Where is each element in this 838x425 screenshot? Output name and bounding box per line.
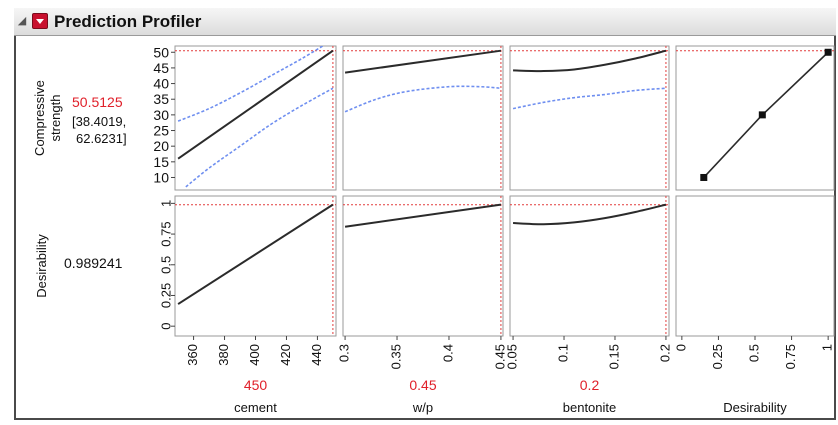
factor-label-c0: cement — [234, 400, 277, 415]
x-tick-label-c3-0: 0 — [673, 344, 688, 351]
confidence-band-c2-1 — [512, 87, 666, 110]
y-tick-label-r0-8: 50 — [153, 44, 169, 60]
x-tick-label-c2-3: 0.2 — [657, 344, 672, 362]
x-tick-label-c1-1: 0.35 — [388, 344, 403, 369]
desirability-curve-c1 — [344, 203, 502, 228]
response-interval-low: [38.4019, — [72, 114, 126, 129]
x-tick-label-c0-4: 440 — [309, 344, 324, 366]
y-tick-label-r0-3: 25 — [153, 123, 169, 139]
response-label-compressive: Compressive — [32, 80, 47, 156]
plot-cell-r0-c2[interactable] — [509, 45, 670, 191]
desirability-handle-2[interactable] — [824, 48, 832, 56]
factor-current-value-c2[interactable]: 0.2 — [580, 377, 600, 393]
confidence-band-c1-1 — [344, 85, 501, 113]
y-tick-label-r1-4: 1 — [158, 200, 173, 207]
x-tick-label-c0-0: 360 — [185, 344, 200, 366]
y-tick-label-r1-0: 0 — [158, 323, 173, 330]
x-tick-label-c0-2: 400 — [247, 344, 262, 366]
desirability-handle-1[interactable] — [758, 111, 766, 119]
desirability-handle-0[interactable] — [700, 173, 708, 181]
prediction-curve-c1 — [344, 49, 502, 74]
factor-current-value-c1[interactable]: 0.45 — [409, 377, 436, 393]
desirability-curve-c0 — [177, 203, 334, 305]
plot-cell-r1-c1[interactable] — [342, 195, 504, 337]
desirability-curve-c2 — [513, 203, 667, 226]
x-tick-label-c1-2: 0.4 — [440, 344, 455, 362]
x-tick-label-c3-2: 0.5 — [746, 344, 761, 362]
x-tick-label-c2-0: 0.05 — [504, 344, 519, 369]
desirability-current-value: 0.989241 — [64, 255, 123, 271]
red-triangle-menu-button[interactable] — [32, 13, 48, 29]
plot-cell-r0-c3[interactable] — [675, 45, 835, 191]
x-tick-label-c0-3: 420 — [278, 344, 293, 366]
response-label-strength: strength — [48, 95, 63, 142]
plot-cell-r1-c3[interactable] — [675, 195, 835, 337]
collapse-triangle-icon[interactable]: ◢ — [17, 15, 27, 27]
response-current-value: 50.5125 — [72, 94, 123, 110]
x-tick-label-c0-1: 380 — [216, 344, 231, 366]
x-tick-label-c1-0: 0.3 — [337, 344, 352, 362]
y-tick-label-r0-1: 15 — [153, 154, 169, 170]
y-tick-label-r0-7: 45 — [153, 60, 169, 76]
desirability-row-label: Desirability — [34, 234, 49, 298]
plot-cell-r0-c1[interactable] — [342, 45, 504, 191]
y-tick-label-r0-0: 10 — [153, 169, 169, 185]
factor-label-c1: w/p — [412, 400, 433, 415]
x-tick-label-c2-1: 0.1 — [555, 344, 570, 362]
x-tick-label-c1-3: 0.45 — [492, 344, 507, 369]
confidence-band-c0-2 — [185, 87, 334, 188]
y-tick-label-r1-1: 0.25 — [158, 283, 173, 308]
factor-current-value-c0[interactable]: 450 — [244, 377, 268, 393]
response-interval-high: 62.6231] — [76, 131, 127, 146]
profiler-title: Prediction Profiler — [54, 12, 202, 31]
x-tick-label-c2-2: 0.15 — [606, 344, 621, 369]
y-tick-label-r0-2: 20 — [153, 138, 169, 154]
y-tick-label-r0-4: 30 — [153, 107, 169, 123]
plot-cell-r0-c0[interactable] — [174, 45, 337, 191]
outline-title-bar[interactable]: ◢ Prediction Profiler — [14, 8, 836, 36]
y-tick-label-r0-5: 35 — [153, 91, 169, 107]
prediction-curve-c0 — [177, 49, 334, 160]
y-tick-label-r1-2: 0.5 — [158, 256, 173, 274]
plot-cell-r1-c2[interactable] — [509, 195, 670, 337]
y-tick-label-r0-6: 40 — [153, 76, 169, 92]
factor-label-c2: bentonite — [563, 400, 617, 415]
factor-label-c3: Desirability — [723, 400, 787, 415]
x-tick-label-c3-1: 0.25 — [710, 344, 725, 369]
x-tick-label-c3-4: 1 — [820, 344, 835, 351]
confidence-band-c0-1 — [177, 46, 325, 122]
y-tick-label-r1-3: 0.75 — [158, 221, 173, 246]
prediction-curve-c2 — [513, 49, 667, 73]
x-tick-label-c3-3: 0.75 — [783, 344, 798, 369]
